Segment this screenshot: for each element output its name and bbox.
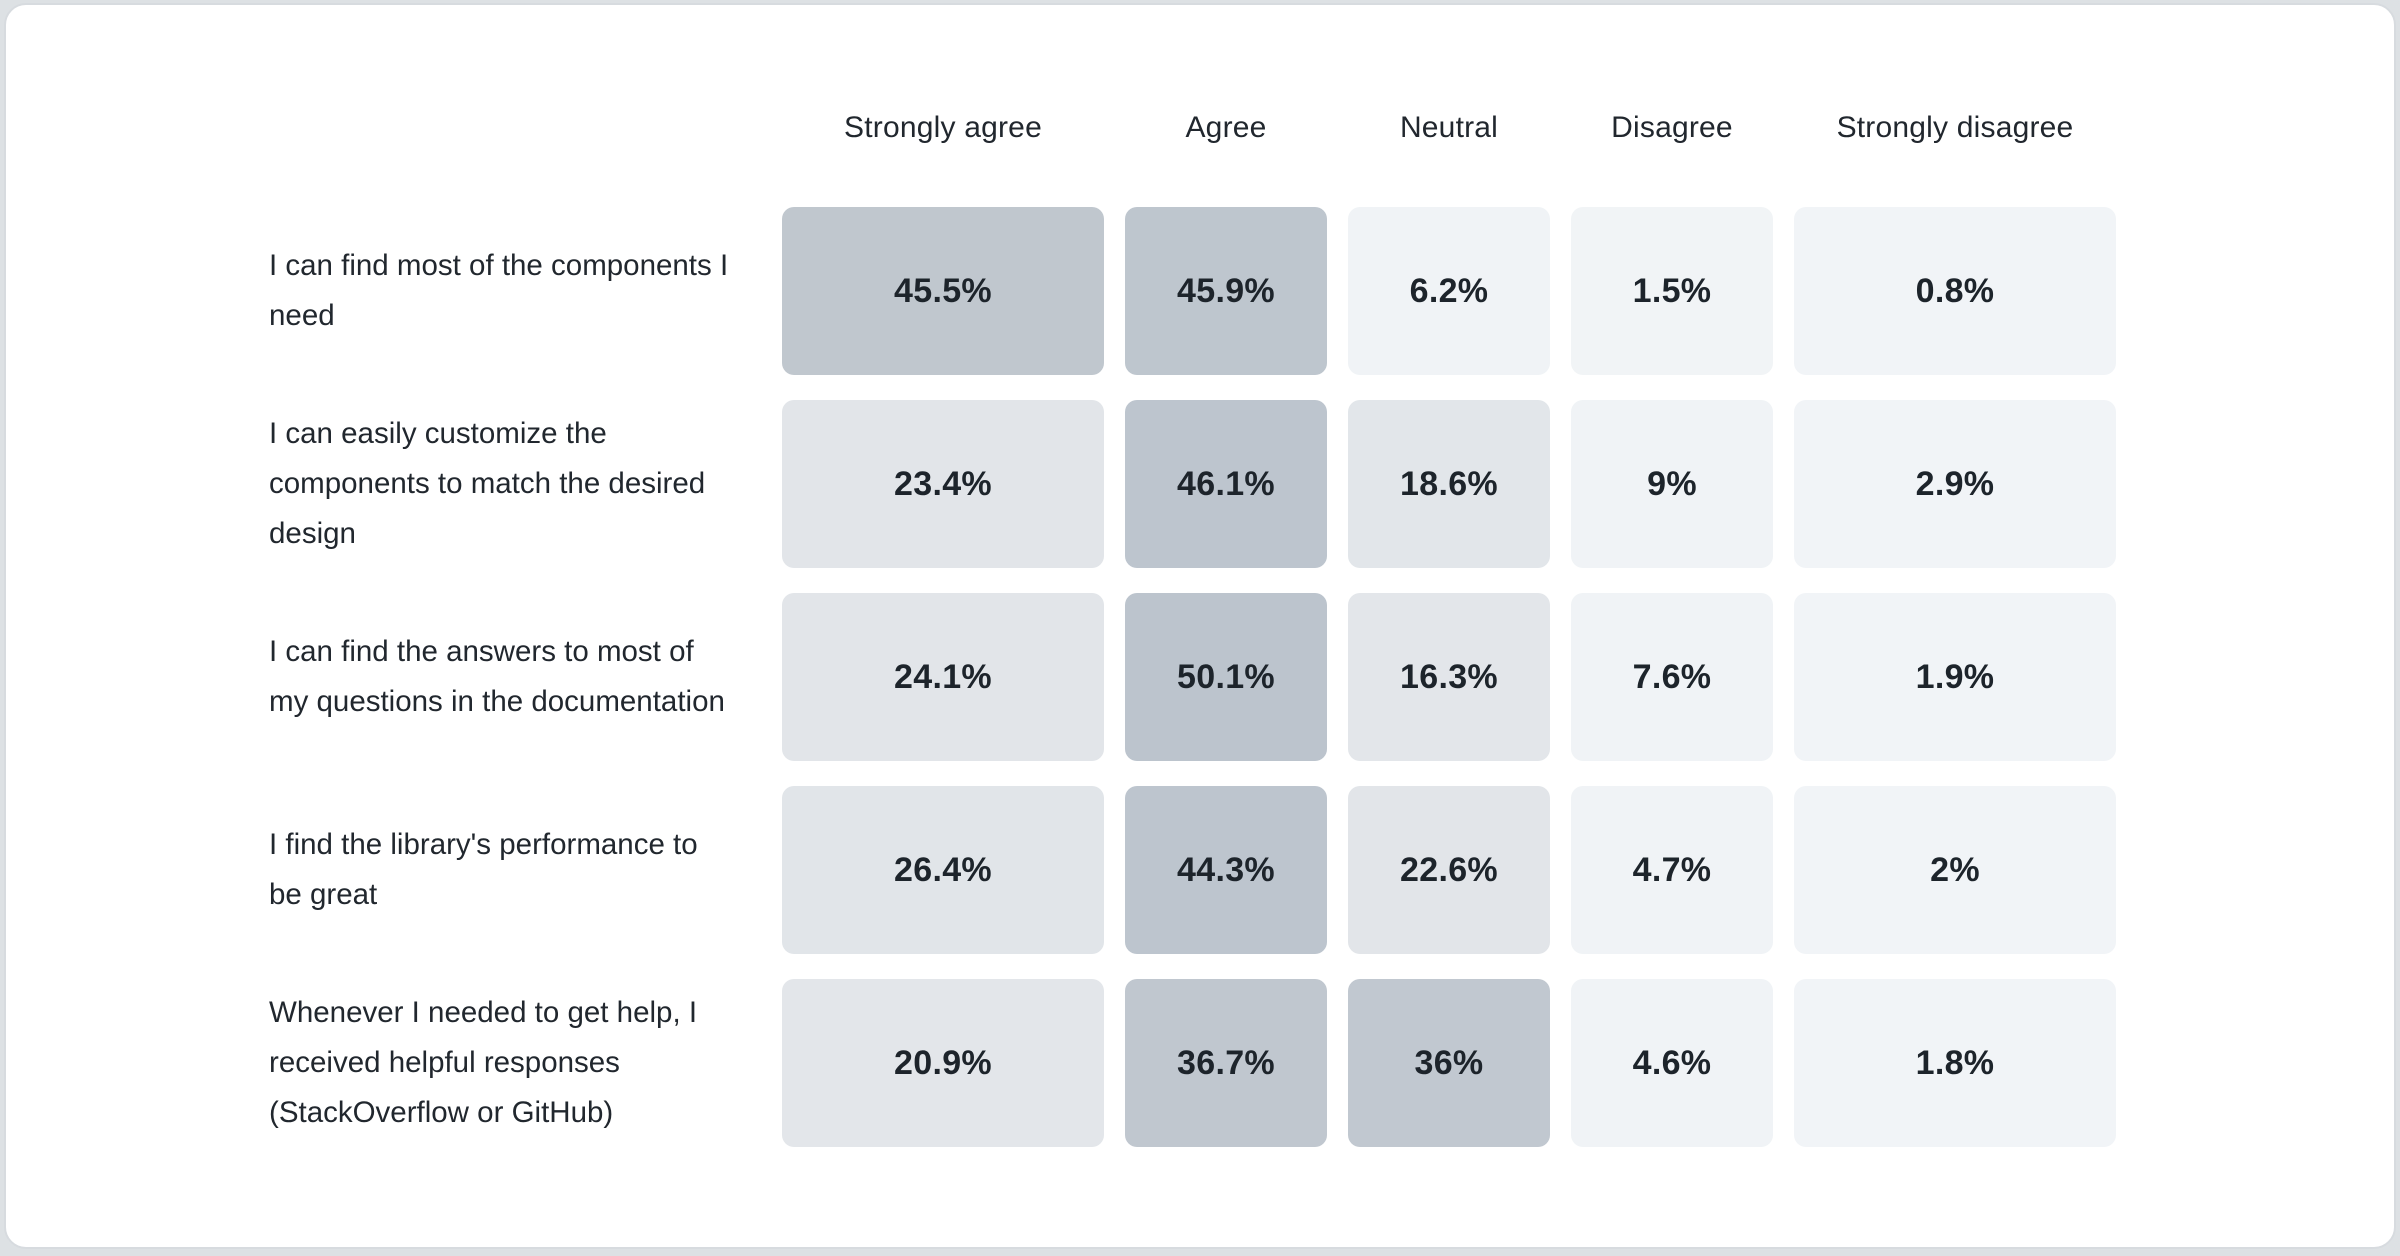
heatmap-cell-r0-c0: 45.5%	[782, 207, 1104, 375]
heatmap-cell-r2-c3: 7.6%	[1571, 593, 1773, 761]
heatmap-cell-r3-c3: 4.7%	[1571, 786, 1773, 954]
heatmap-cell-r0-c4: 0.8%	[1794, 207, 2116, 375]
heatmap-cell-r3-c1: 44.3%	[1125, 786, 1327, 954]
heatmap-cell-r0-c3: 1.5%	[1571, 207, 1773, 375]
column-header-1: Agree	[1185, 111, 1267, 144]
page-bottom-strip	[0, 1249, 2400, 1256]
column-header-3: Disagree	[1611, 111, 1733, 144]
likert-heatmap: Strongly agree Agree Neutral Disagree Strong…	[6, 5, 2394, 1147]
heatmap-cell-r3-c2: 22.6%	[1348, 786, 1550, 954]
heatmap-cell-r1-c4: 2.9%	[1794, 400, 2116, 568]
heatmap-cell-r4-c1: 36.7%	[1125, 979, 1327, 1147]
heatmap-cell-r4-c0: 20.9%	[782, 979, 1104, 1147]
row-label-2: I can find the answers to most of my que…	[269, 635, 725, 718]
heatmap-cell-r3-c0: 26.4%	[782, 786, 1104, 954]
heatmap-cell-r1-c1: 46.1%	[1125, 400, 1327, 568]
heatmap-cell-r4-c4: 1.8%	[1794, 979, 2116, 1147]
column-header-4: Strongly disagree	[1836, 111, 2074, 144]
heatmap-cell-r3-c4: 2%	[1794, 786, 2116, 954]
column-header-2: Neutral	[1399, 111, 1499, 144]
heatmap-corner-spacer	[269, 105, 761, 151]
heatmap-cell-r1-c2: 18.6%	[1348, 400, 1550, 568]
heatmap-cell-r0-c2: 6.2%	[1348, 207, 1550, 375]
heatmap-cell-r1-c3: 9%	[1571, 400, 1773, 568]
heatmap-cell-r1-c0: 23.4%	[782, 400, 1104, 568]
column-header-0: Strongly agree	[844, 111, 1042, 144]
row-label-3: I find the library's performance to be g…	[269, 828, 698, 911]
row-label-0: I can find most of the components I need	[269, 249, 729, 332]
heatmap-cell-r0-c1: 45.9%	[1125, 207, 1327, 375]
heatmap-cell-r4-c3: 4.6%	[1571, 979, 1773, 1147]
heatmap-cell-r2-c4: 1.9%	[1794, 593, 2116, 761]
heatmap-cell-r2-c0: 24.1%	[782, 593, 1104, 761]
row-label-4: Whenever I needed to get help, I receive…	[269, 996, 698, 1129]
row-label-1: I can easily customize the components to…	[269, 417, 706, 550]
heatmap-cell-r2-c1: 50.1%	[1125, 593, 1327, 761]
heatmap-cell-r2-c2: 16.3%	[1348, 593, 1550, 761]
heatmap-cell-r4-c2: 36%	[1348, 979, 1550, 1147]
survey-results-card: Strongly agree Agree Neutral Disagree Strong…	[4, 3, 2396, 1249]
